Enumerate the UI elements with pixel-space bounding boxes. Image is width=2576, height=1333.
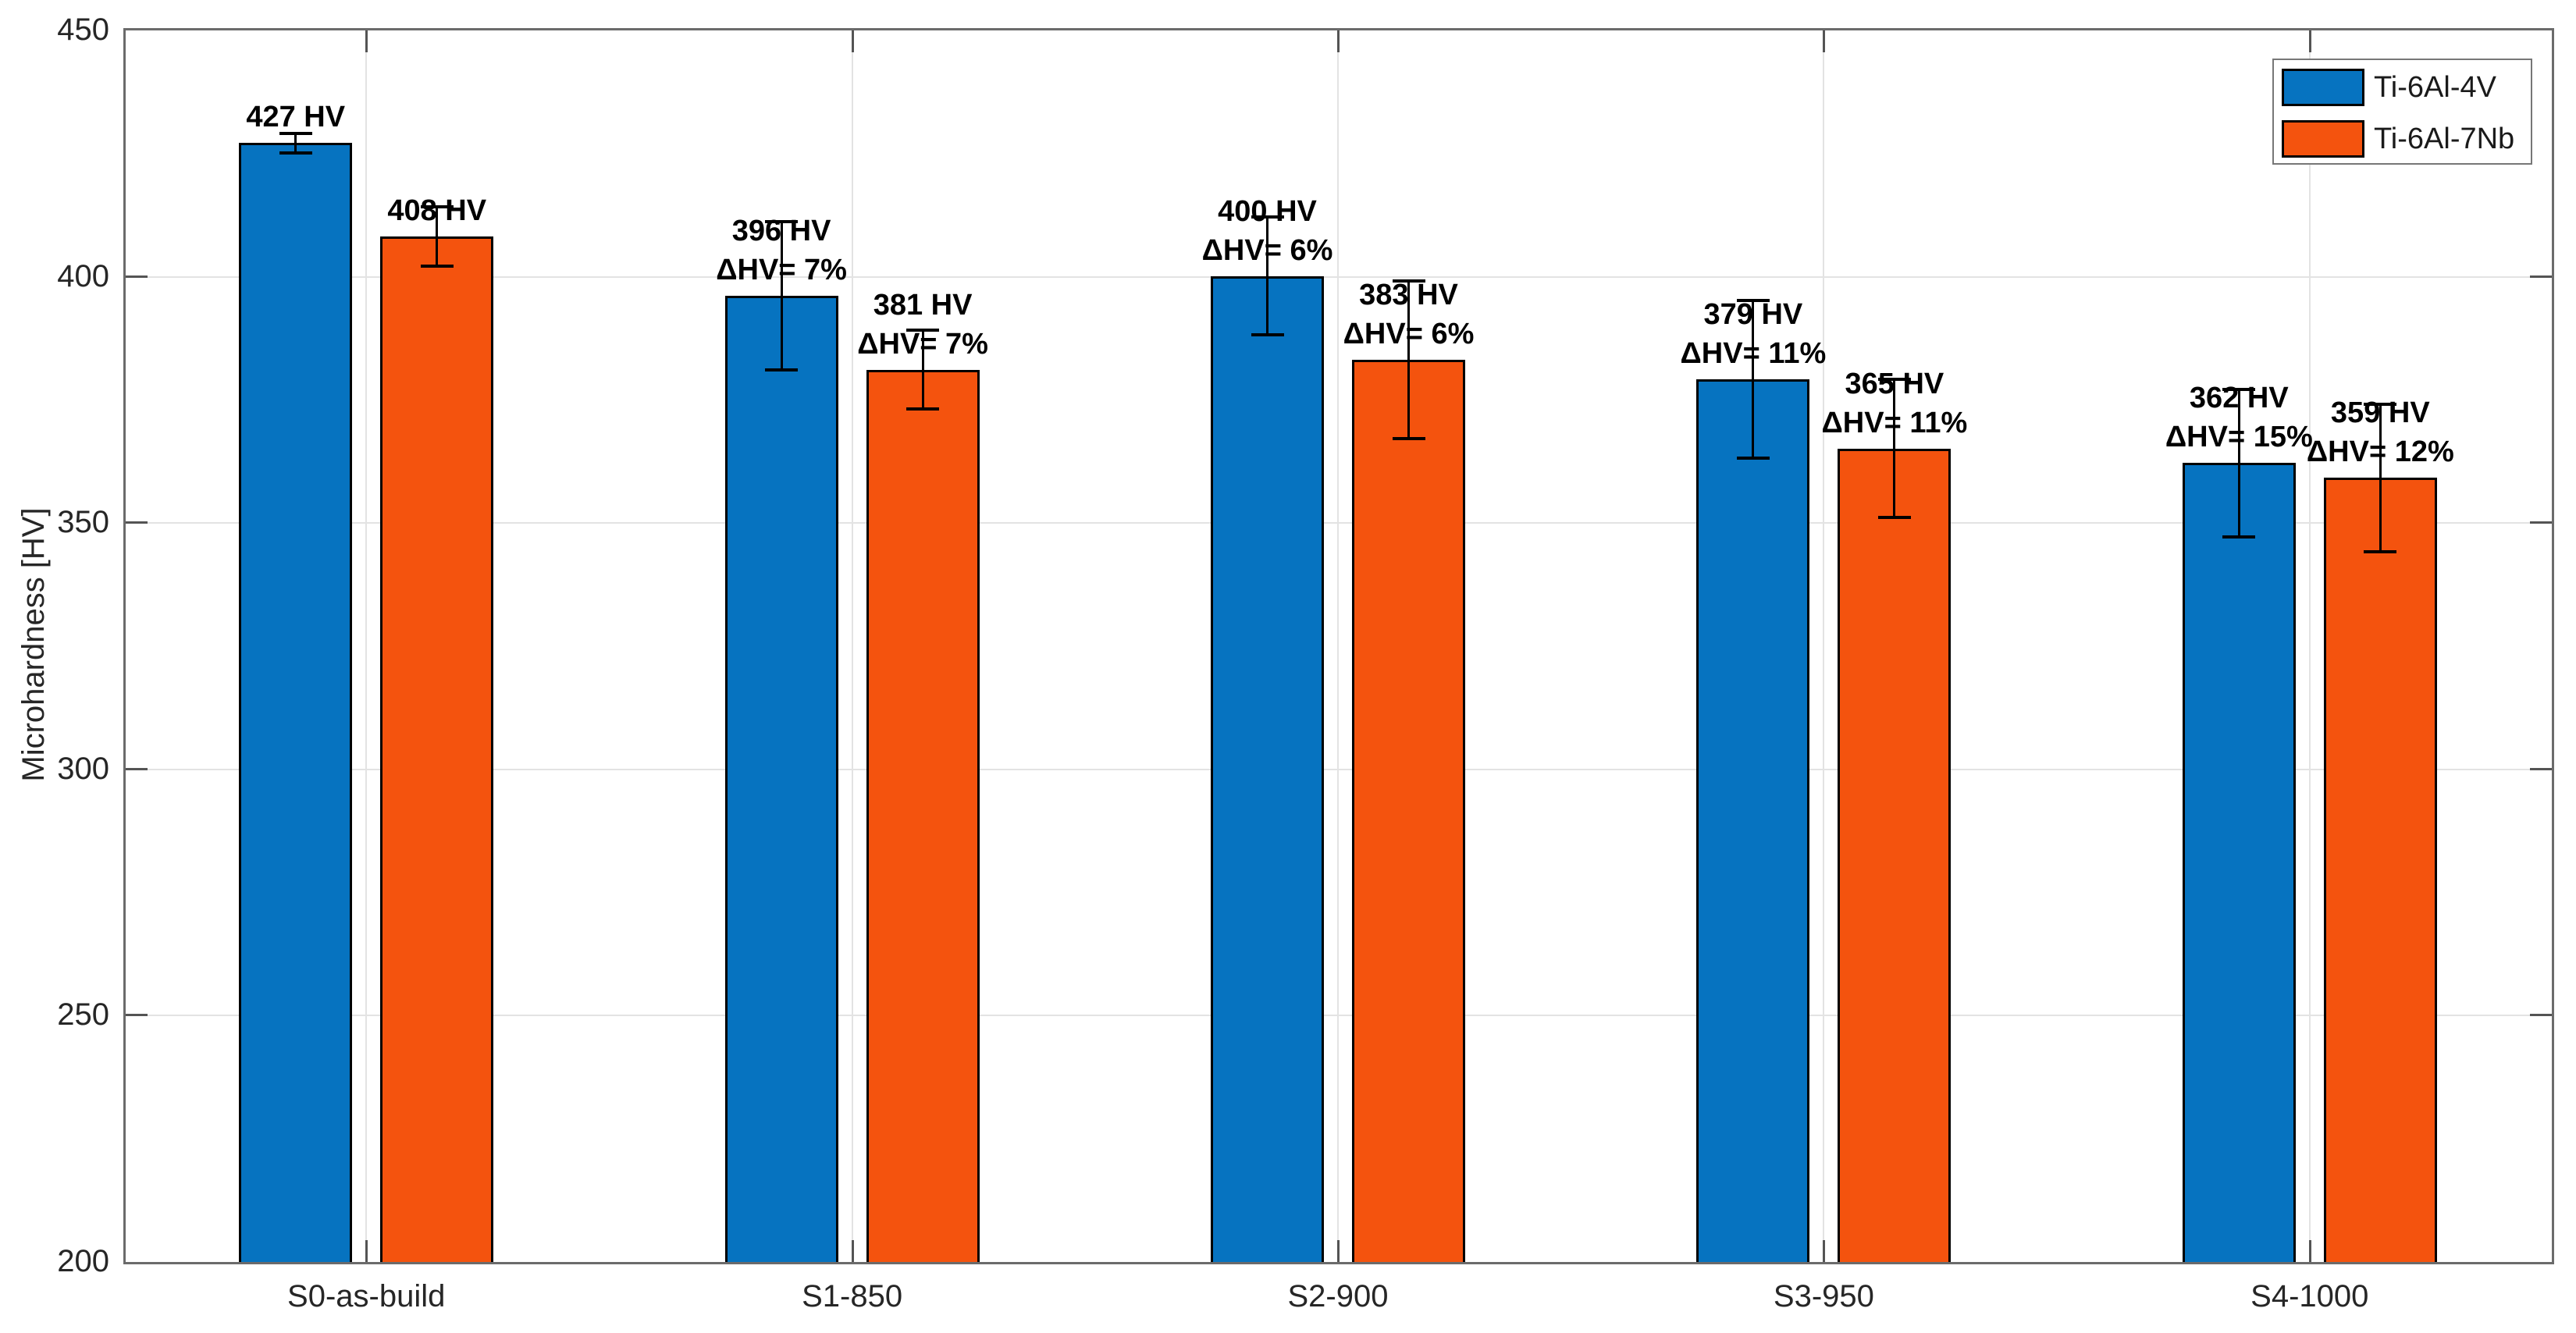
bar — [1352, 359, 1465, 1262]
error-bar-cap-top — [906, 329, 940, 332]
bar-label: 383 HV ΔHV= 6% — [1343, 278, 1475, 350]
bar-label: 408 HV — [387, 194, 487, 228]
gridline-horizontal-400 — [126, 275, 2552, 278]
gridline-vertical — [1823, 30, 1825, 1262]
legend-label-ti-6al-4v: Ti-6Al-4V — [2374, 71, 2496, 104]
legend-swatch-ti-6al-4v — [2282, 69, 2364, 106]
gridline-vertical — [851, 30, 853, 1262]
error-bar-cap-bottom — [420, 264, 454, 268]
y-tick-right — [2530, 1014, 2552, 1017]
error-bar-cap-top — [1736, 299, 1770, 303]
y-tick-label: 450 — [57, 12, 109, 47]
x-tick-top — [2308, 30, 2311, 52]
error-bar-line — [294, 133, 297, 153]
bar-label: 396 HV ΔHV= 7% — [716, 214, 847, 286]
error-bar-cap-top — [765, 220, 799, 224]
error-bar-line — [1407, 280, 1410, 439]
error-bar-cap-bottom — [2222, 535, 2256, 539]
x-tick-bottom — [1337, 1240, 1340, 1262]
error-bar-line — [1893, 379, 1896, 517]
y-axis-title: Microhardness [HV] — [16, 507, 51, 782]
x-tick-bottom — [2308, 1240, 2311, 1262]
error-bar-cap-top — [1251, 215, 1284, 219]
legend-swatch-ti-6al-7nb — [2282, 120, 2364, 158]
x-tick-label: S3-950 — [1773, 1279, 1874, 1313]
gridline-horizontal-300 — [126, 768, 2552, 770]
error-bar-cap-bottom — [1736, 457, 1770, 460]
legend: Ti-6Al-4V Ti-6Al-7Nb — [2272, 59, 2532, 165]
x-tick-top — [851, 30, 854, 52]
plot-area: 427 HV 396 HV ΔHV= 7% 400 HV ΔHV= 6% 379 HV… — [123, 28, 2554, 1264]
y-tick-left — [126, 1014, 148, 1017]
y-tick-left — [126, 767, 148, 770]
error-bar-cap-bottom — [1877, 515, 1911, 519]
error-bar-line — [2379, 403, 2382, 553]
error-bar-line — [436, 207, 439, 266]
y-tick-left — [126, 521, 148, 524]
bar — [1211, 275, 1324, 1262]
error-bar-cap-bottom — [2364, 550, 2397, 554]
error-bar-line — [921, 330, 924, 410]
x-tick-bottom — [365, 1240, 368, 1262]
y-tick-label: 300 — [57, 751, 109, 786]
bar-label: 400 HV ΔHV= 6% — [1201, 194, 1333, 267]
error-bar-cap-top — [2364, 402, 2397, 406]
gridline-vertical — [365, 30, 368, 1262]
error-bar-cap-bottom — [1251, 333, 1284, 337]
y-tick-label: 400 — [57, 258, 109, 293]
bar-label: 362 HV ΔHV= 15% — [2165, 382, 2313, 454]
bar — [1838, 448, 1952, 1262]
y-tick-right — [2530, 767, 2552, 770]
bar — [866, 369, 980, 1262]
x-tick-label: S1-850 — [802, 1279, 903, 1313]
y-tick-right — [2530, 275, 2552, 278]
bar-label: 427 HV — [246, 101, 346, 134]
error-bar-line — [2237, 389, 2240, 538]
error-bar-cap-bottom — [1392, 436, 1425, 440]
y-tick-label: 250 — [57, 997, 109, 1033]
x-tick-label: S0-as-build — [287, 1279, 446, 1313]
bar-label: 365 HV ΔHV= 11% — [1821, 367, 1968, 439]
error-bar-cap-bottom — [765, 368, 799, 371]
bar — [239, 143, 353, 1262]
x-tick-bottom — [851, 1240, 854, 1262]
gridline-horizontal-250 — [126, 1015, 2552, 1017]
x-tick-top — [365, 30, 368, 52]
error-bar-cap-bottom — [906, 407, 940, 411]
bar-label: 381 HV ΔHV= 7% — [857, 288, 988, 361]
error-bar-cap-top — [1392, 279, 1425, 283]
bar — [724, 295, 838, 1262]
bar — [2182, 463, 2296, 1262]
error-bar-cap-top — [420, 205, 454, 209]
x-tick-label: S4-1000 — [2250, 1279, 2369, 1313]
y-tick-left — [126, 275, 148, 278]
error-bar-line — [780, 222, 783, 370]
x-tick-label: S2-900 — [1287, 1279, 1389, 1313]
error-bar-cap-top — [279, 131, 312, 135]
y-tick-label: 200 — [57, 1244, 109, 1278]
gridline-vertical — [2308, 30, 2311, 1262]
x-tick-bottom — [1823, 1240, 1826, 1262]
y-tick-right — [2530, 521, 2552, 524]
x-tick-top — [1337, 30, 1340, 52]
y-tick-label: 350 — [57, 505, 109, 540]
gridline-vertical — [1337, 30, 1339, 1262]
bar-label: 359 HV ΔHV= 12% — [2306, 396, 2454, 469]
bar — [1696, 379, 1810, 1262]
error-bar-cap-bottom — [279, 151, 312, 155]
bar — [2323, 478, 2437, 1262]
x-tick-top — [1823, 30, 1826, 52]
error-bar-cap-top — [1877, 378, 1911, 382]
error-bar-line — [1266, 216, 1268, 336]
bar-label: 379 HV ΔHV= 11% — [1680, 298, 1827, 371]
gridline-horizontal-350 — [126, 522, 2552, 524]
error-bar-cap-top — [2222, 387, 2256, 391]
bar — [380, 236, 494, 1262]
legend-label-ti-6al-7nb: Ti-6Al-7Nb — [2374, 123, 2515, 155]
error-bar-line — [1752, 300, 1755, 459]
